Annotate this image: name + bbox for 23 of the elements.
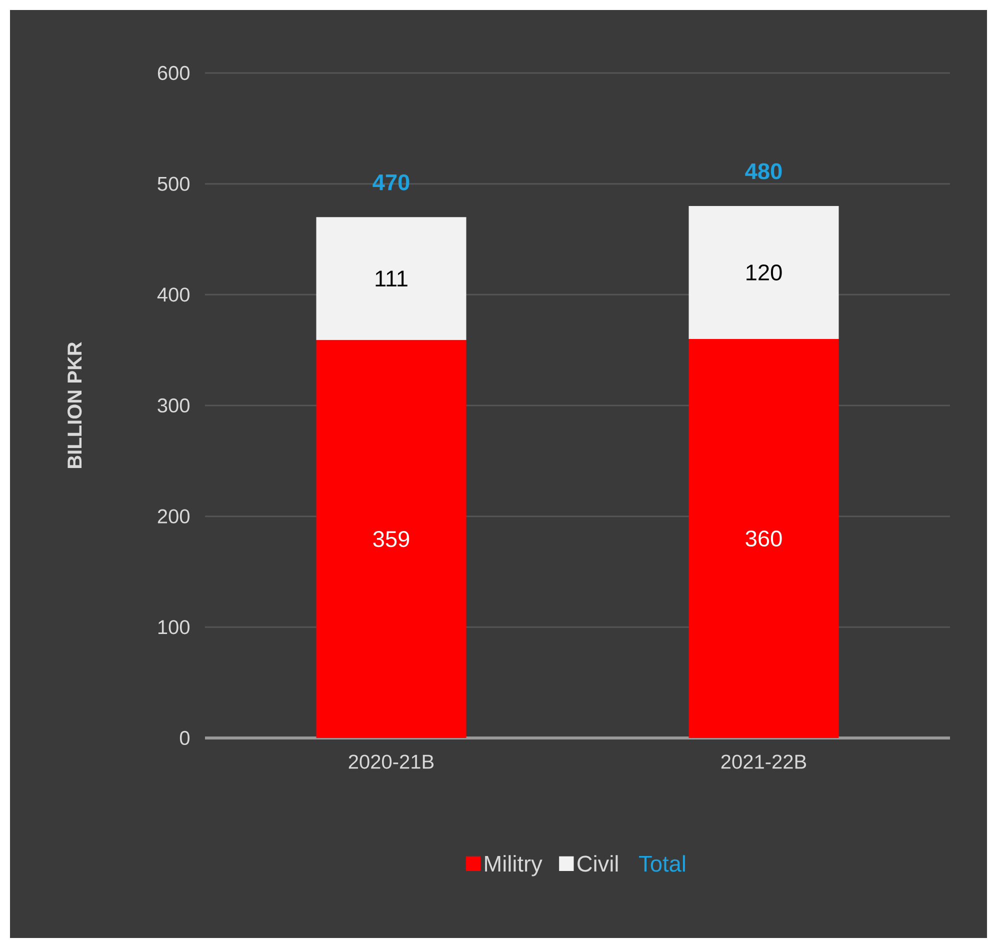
bar — [316, 217, 466, 340]
text: Total — [639, 855, 685, 872]
x-tick-label: 2020-21B — [348, 754, 434, 769]
bar — [316, 340, 466, 738]
legend-label: Militry — [485, 855, 542, 876]
data-label: 120 — [746, 264, 782, 281]
data-label: 111 — [376, 270, 408, 286]
y-tick-label: 600 — [158, 66, 190, 80]
legend-label: Civil — [578, 855, 618, 872]
y-tick-label: 100 — [158, 620, 190, 634]
bar — [688, 338, 839, 738]
total-label: 480 — [745, 163, 782, 180]
y-tick-label: 200 — [158, 509, 190, 524]
data-label: 359 — [373, 531, 410, 548]
total-label: 470 — [372, 174, 410, 190]
data-label: 360 — [746, 530, 782, 547]
y-tick-label: 400 — [157, 288, 190, 302]
y-axis-title: BILLION PKR — [68, 342, 82, 468]
y-tick-label: 500 — [158, 176, 190, 191]
y-tick-label: 300 — [158, 398, 190, 413]
bar — [688, 206, 839, 339]
y-tick-label: 0 — [180, 730, 190, 746]
x-tick-label: 2021-22B — [721, 754, 806, 769]
